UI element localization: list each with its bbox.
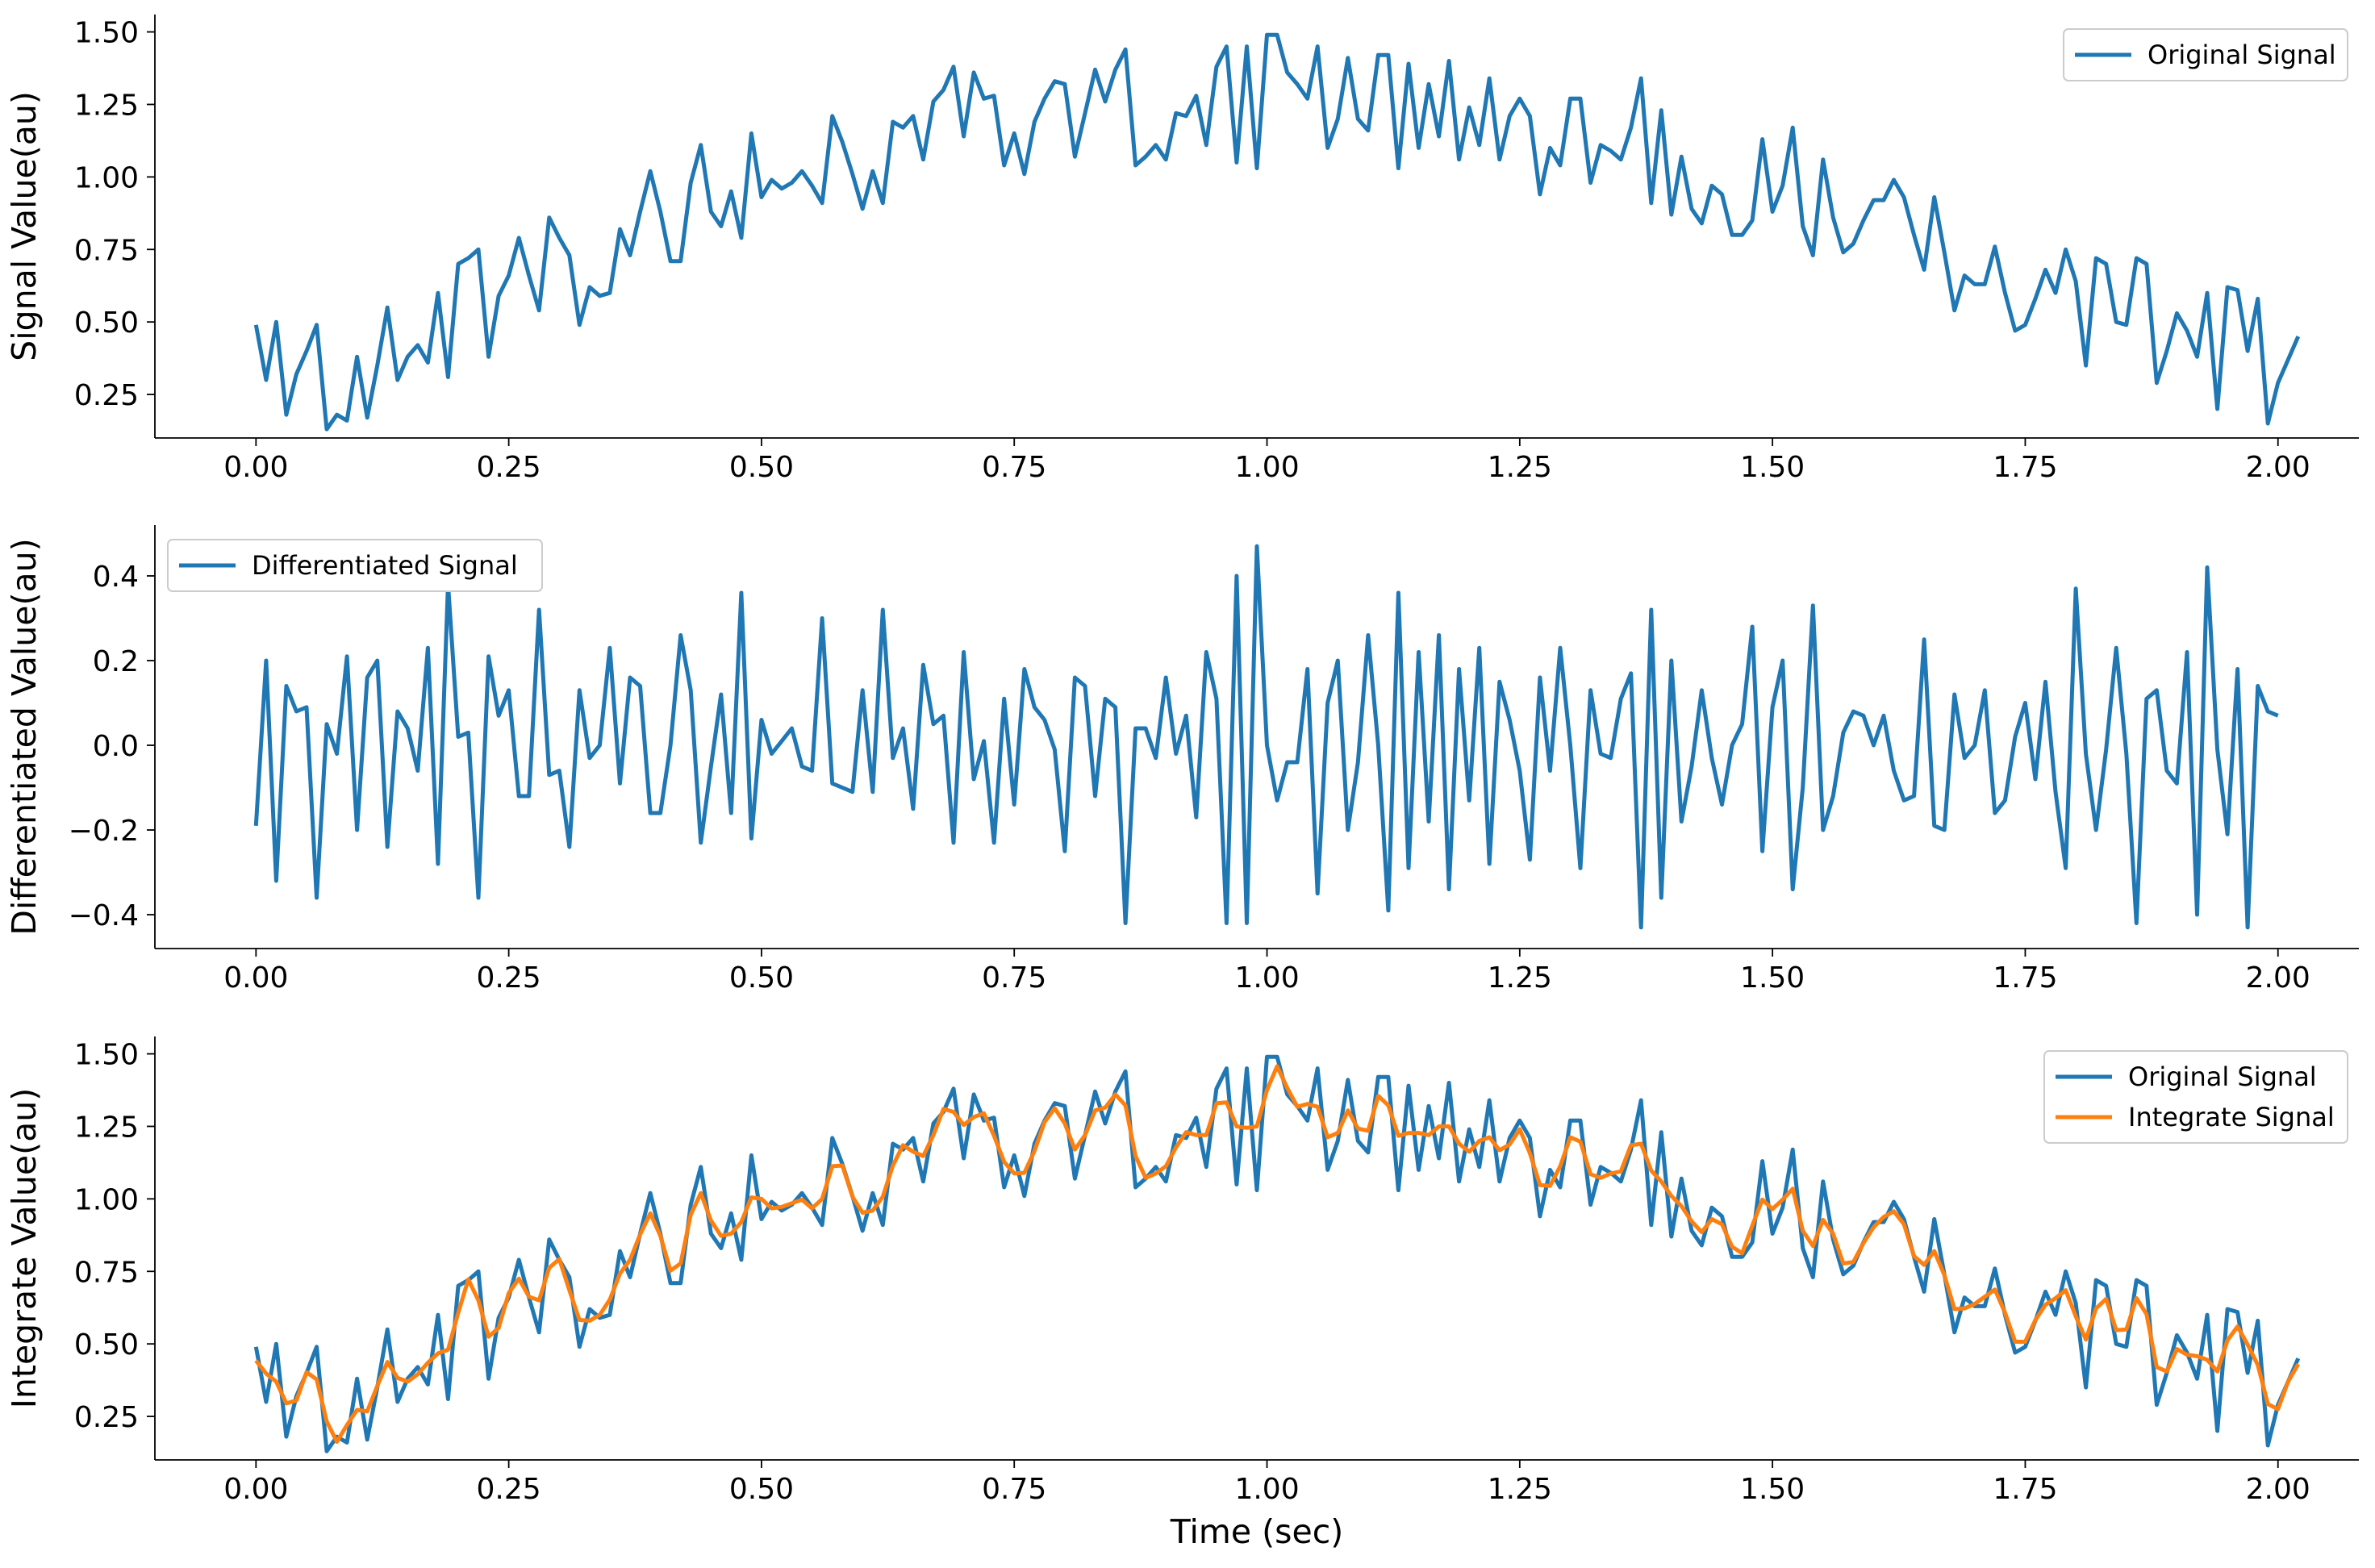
y-axis-title: Signal Value(au) — [5, 91, 44, 361]
x-tick-label: 1.75 — [1993, 961, 2057, 995]
x-tick-label: 1.75 — [1993, 1473, 2057, 1506]
y-tick-label: 0.50 — [74, 1328, 139, 1362]
legend-entry: Original Signal — [2128, 1061, 2317, 1092]
y-tick-label: 0.75 — [74, 1256, 139, 1289]
y-tick-label: −0.4 — [69, 899, 139, 932]
x-tick-label: 2.00 — [2246, 961, 2310, 995]
legend: Differentiated Signal — [167, 539, 543, 592]
y-tick-label: 0.75 — [74, 234, 139, 267]
x-tick-label: 0.00 — [223, 961, 288, 995]
y-tick-label: 1.00 — [74, 1183, 139, 1216]
y-tick-label: 1.50 — [74, 1039, 139, 1072]
legend-entry: Integrate Signal — [2128, 1102, 2335, 1132]
x-tick-label: 1.50 — [1740, 961, 1805, 995]
x-tick-label: 1.50 — [1740, 1473, 1805, 1506]
panel-signal: 0.00 0.25 0.50 0.75 1.00 1.25 1.50 1.75 2.00 0.25… — [5, 15, 2359, 484]
y-tick-label: 1.00 — [74, 161, 139, 194]
panel-integrate: 0.00 0.25 0.50 0.75 1.00 1.25 1.50 1.75 2.00 0.25… — [5, 1036, 2359, 1551]
x-tick-label: 1.00 — [1234, 961, 1299, 995]
x-tick-label: 1.25 — [1488, 451, 1552, 484]
y-tick-label: 0.2 — [93, 645, 139, 678]
x-tick-label: 0.00 — [223, 451, 288, 484]
legend: Original Signal Integrate Signal — [2043, 1050, 2348, 1144]
x-tick-label: 1.25 — [1488, 961, 1552, 995]
x-tick-label: 0.75 — [982, 451, 1046, 484]
y-tick-label: 1.25 — [74, 89, 139, 122]
x-tick-label: 0.50 — [729, 961, 794, 995]
y-tick-label: 0.25 — [74, 1401, 139, 1434]
x-tick-label: 1.00 — [1234, 451, 1299, 484]
series-line-original-signal — [253, 32, 2301, 432]
x-tick-label: 2.00 — [2246, 1473, 2310, 1506]
x-tick-label: 1.00 — [1234, 1473, 1299, 1506]
x-tick-label: 0.50 — [729, 451, 794, 484]
series-line-integrate-signal — [254, 1064, 2300, 1444]
x-tick-label: 0.75 — [982, 1473, 1046, 1506]
x-tick-label: 0.00 — [223, 1473, 288, 1506]
y-tick-label: −0.2 — [69, 815, 139, 848]
x-tick-label: 0.25 — [477, 1473, 541, 1506]
legend-entry: Original Signal — [2148, 40, 2336, 70]
y-axis-title: Integrate Value(au) — [5, 1088, 44, 1408]
y-tick-label: 0.0 — [93, 730, 139, 763]
y-tick-label: 1.25 — [74, 1111, 139, 1144]
panel-differentiated: 0.00 0.25 0.50 0.75 1.00 1.25 1.50 1.75 2.00 −0.4… — [5, 525, 2359, 995]
series-line-original-signal — [253, 1054, 2301, 1453]
x-tick-label: 0.25 — [477, 961, 541, 995]
x-tick-label: 1.25 — [1488, 1473, 1552, 1506]
legend-frame — [167, 539, 543, 592]
x-tick-label: 1.75 — [1993, 451, 2057, 484]
y-tick-label: 0.25 — [74, 379, 139, 412]
y-axis-title: Differentiated Value(au) — [5, 538, 44, 935]
x-tick-label: 0.50 — [729, 1473, 794, 1506]
legend-frame — [2063, 28, 2348, 81]
y-tick-label: 0.50 — [74, 307, 139, 340]
legend: Original Signal — [2063, 28, 2348, 81]
legend-frame — [2043, 1050, 2348, 1144]
x-tick-label: 2.00 — [2246, 451, 2310, 484]
x-tick-label: 0.75 — [982, 961, 1046, 995]
x-axis-title: Time (sec) — [1170, 1512, 1344, 1551]
x-tick-label: 0.25 — [477, 451, 541, 484]
series-line-differentiated-signal — [253, 544, 2279, 930]
y-tick-label: 1.50 — [74, 17, 139, 50]
legend-entry: Differentiated Signal — [252, 550, 518, 581]
x-tick-label: 1.50 — [1740, 451, 1805, 484]
y-tick-label: 0.4 — [93, 561, 139, 594]
